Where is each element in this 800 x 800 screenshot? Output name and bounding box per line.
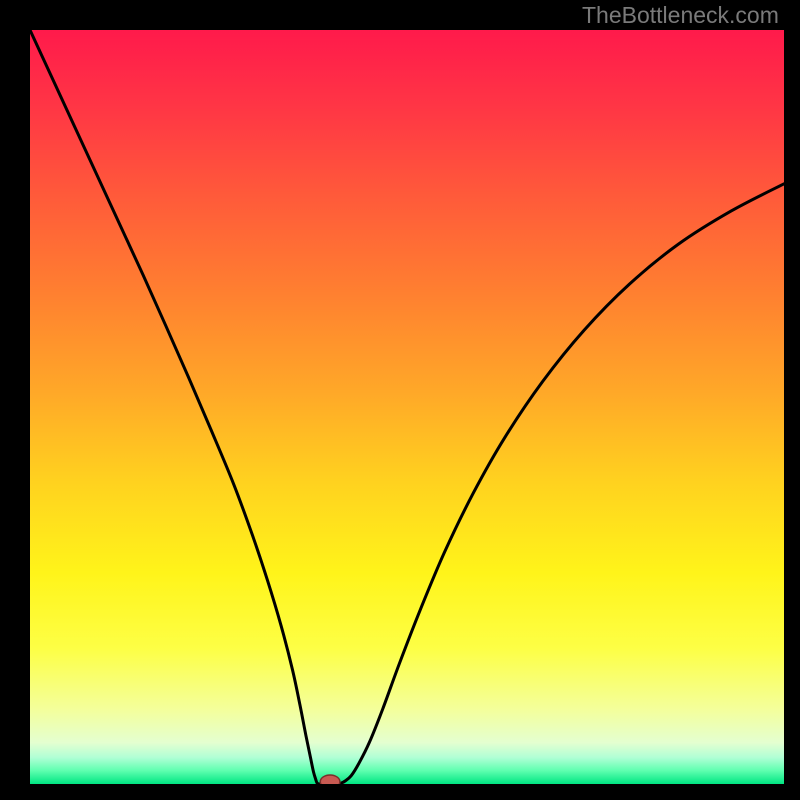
plot-svg bbox=[30, 30, 784, 784]
watermark-text: TheBottleneck.com bbox=[582, 2, 779, 29]
sweet-spot-marker bbox=[320, 775, 340, 784]
plot-area bbox=[30, 30, 784, 784]
gradient-background bbox=[30, 30, 784, 784]
